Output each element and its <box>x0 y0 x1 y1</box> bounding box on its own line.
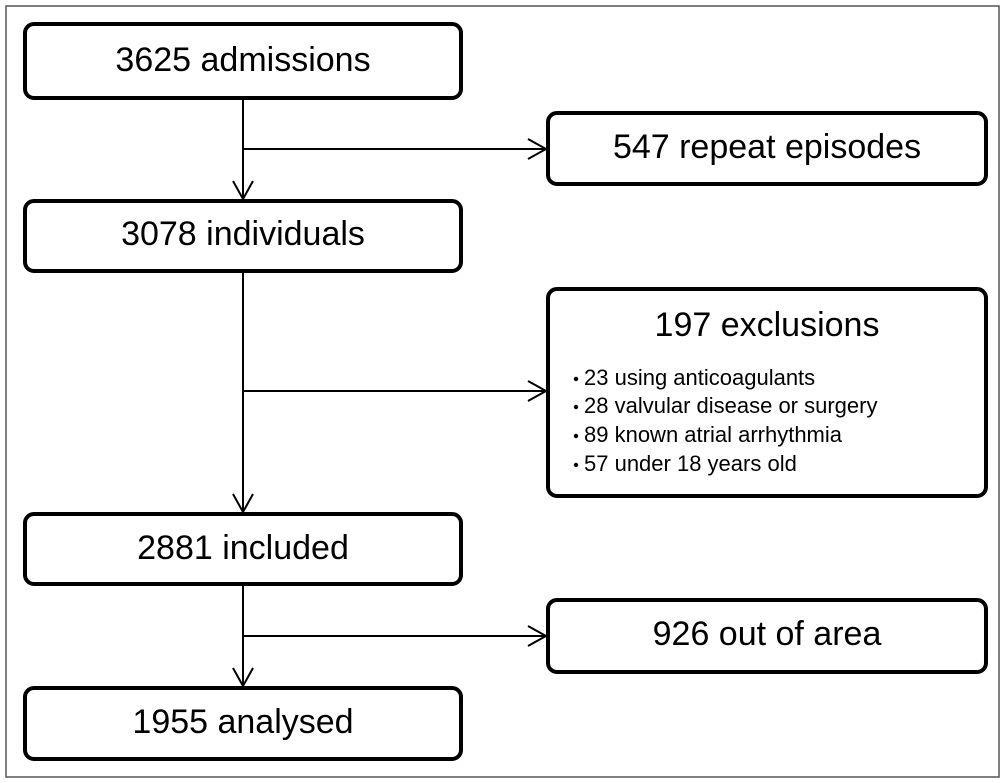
bullet <box>573 433 579 439</box>
list-item: 23 using anticoagulants <box>584 365 815 390</box>
node-label: 547 repeat episodes <box>613 128 921 166</box>
list-item: 28 valvular disease or surgery <box>584 393 877 418</box>
node-box <box>546 598 988 674</box>
bullet <box>573 462 579 468</box>
node-box <box>23 686 463 761</box>
node-box <box>23 199 463 273</box>
node-box <box>546 111 988 186</box>
bullet <box>573 376 579 382</box>
node-label: 926 out of area <box>653 615 882 653</box>
node-box <box>23 22 463 100</box>
node-box <box>546 287 988 498</box>
list-item: 89 known atrial arrhythmia <box>584 422 843 447</box>
node-label: 3625 admissions <box>115 41 370 79</box>
list-item: 57 under 18 years old <box>584 451 797 476</box>
node-label: 197 exclusions <box>655 306 880 344</box>
bullet <box>573 404 579 410</box>
node-label: 2881 included <box>137 529 349 567</box>
node-label: 3078 individuals <box>121 215 365 253</box>
node-label: 1955 analysed <box>132 703 353 741</box>
node-box <box>23 512 463 586</box>
